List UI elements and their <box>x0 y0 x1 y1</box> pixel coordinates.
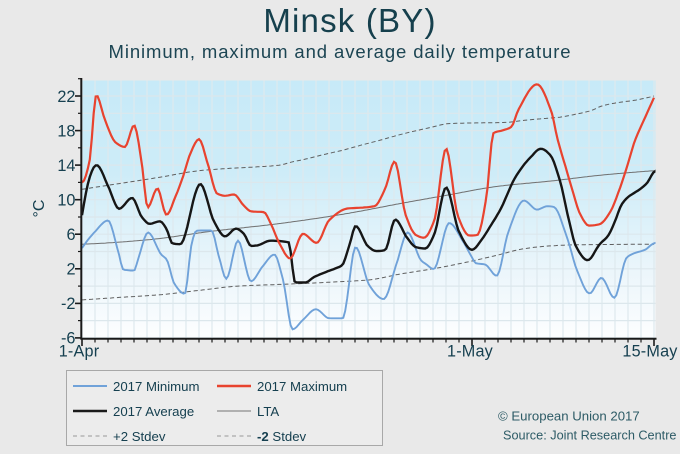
svg-text:°C: °C <box>31 200 48 218</box>
svg-text:Source: Joint Research Centre: Source: Joint Research Centre <box>503 429 676 443</box>
svg-text:-2: -2 <box>61 295 75 313</box>
svg-text:14: 14 <box>57 157 75 175</box>
svg-text:6: 6 <box>66 226 75 244</box>
svg-text:1-Apr: 1-Apr <box>59 343 100 361</box>
svg-text:LTA: LTA <box>257 404 279 419</box>
svg-text:-2 Stdev: -2 Stdev <box>257 429 307 444</box>
svg-text:+2 Stdev: +2 Stdev <box>113 429 166 444</box>
svg-text:2: 2 <box>66 261 75 279</box>
svg-text:10: 10 <box>57 192 75 210</box>
svg-text:2017 Minimum: 2017 Minimum <box>113 379 200 394</box>
svg-text:18: 18 <box>57 122 75 140</box>
svg-text:1-May: 1-May <box>447 343 494 361</box>
svg-text:-6: -6 <box>61 330 75 348</box>
svg-text:© European Union 2017: © European Union 2017 <box>498 409 640 424</box>
svg-text:2017 Maximum: 2017 Maximum <box>257 379 347 394</box>
svg-text:2017 Average: 2017 Average <box>113 404 194 419</box>
svg-text:15-May: 15-May <box>622 343 678 361</box>
svg-text:22: 22 <box>57 88 75 106</box>
